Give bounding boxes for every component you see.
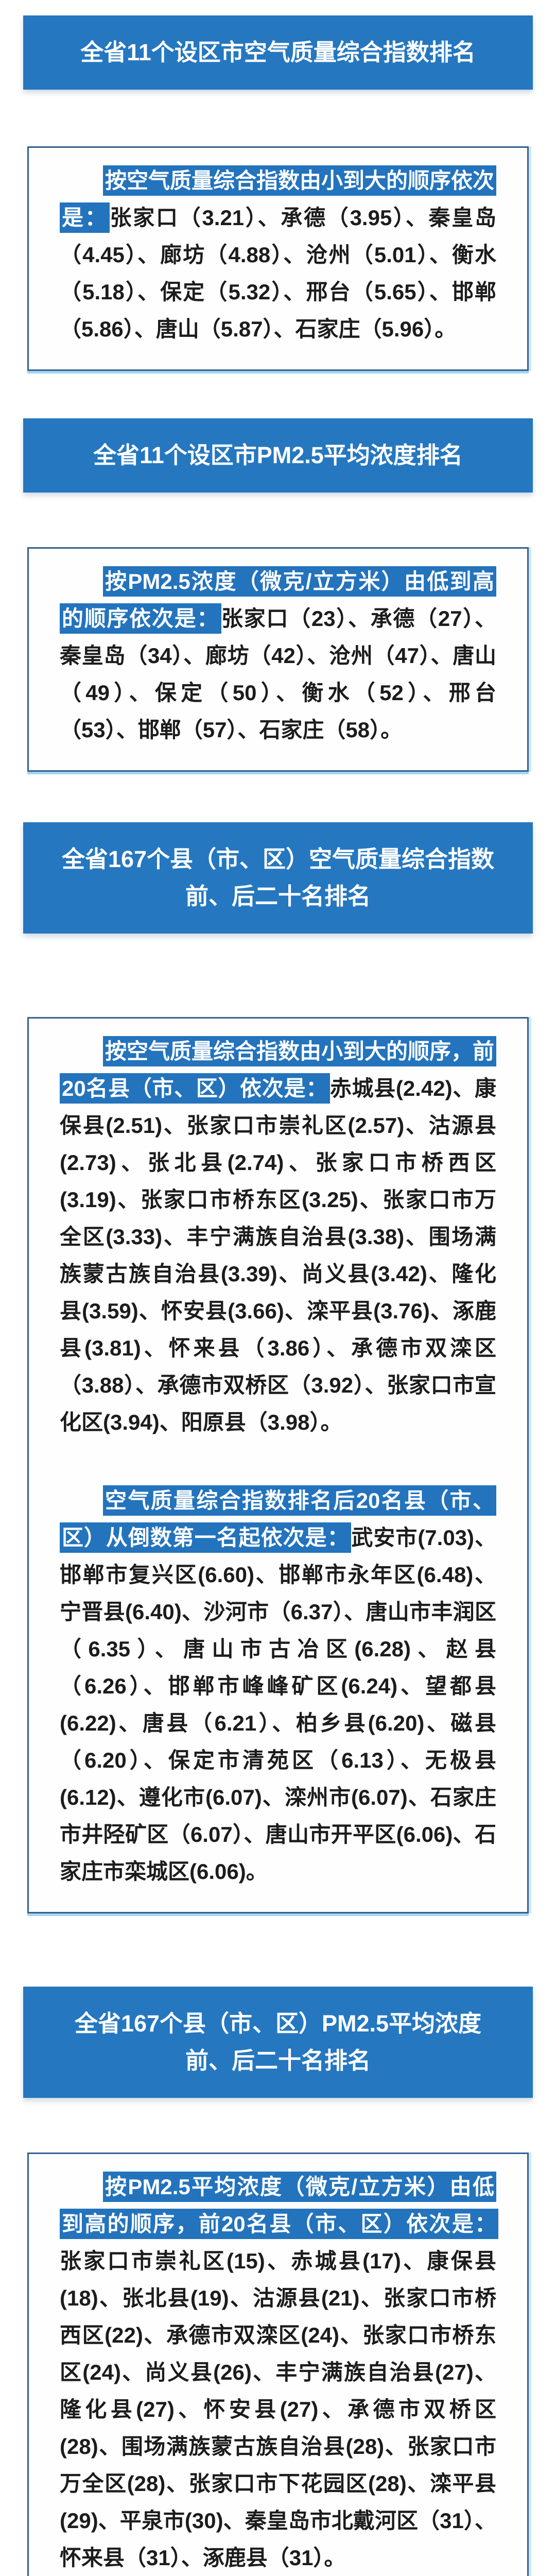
section-header-text: 全省11个设区市空气质量综合指数排名 — [80, 39, 476, 65]
section-city-aqi: 全省11个设区市空气质量综合指数排名 按空气质量综合指数由小到大的顺序依次是：张… — [23, 15, 533, 371]
section-box-county-pm25: 按PM2.5平均浓度（微克/立方米）由低到高的顺序，前20名县（市、区）依次是：… — [27, 2153, 529, 2576]
section-county-pm25: 全省167个县（市、区）PM2.5平均浓度前、后二十名排名 按PM2.5平均浓度… — [23, 1987, 533, 2576]
paragraph-county-aqi-bottom20: 空气质量综合指数排名后20名县（市、区）从倒数第一名起依次是：武安市(7.03)… — [60, 1482, 496, 1890]
paragraph-county-aqi-top20: 按空气质量综合指数由小到大的顺序，前20名县（市、区）依次是：赤城县(2.42)… — [60, 1033, 497, 1441]
section-header-city-aqi: 全省11个设区市空气质量综合指数排名 — [23, 15, 533, 90]
section-city-pm25: 全省11个设区市PM2.5平均浓度排名 按PM2.5浓度（微克/立方米）由低到高… — [23, 418, 533, 772]
paragraph-city-pm25: 按PM2.5浓度（微克/立方米）由低到高的顺序依次是：张家口（23）、承德（27… — [60, 563, 496, 749]
ranking-list-text: 张家口（23）、承德（27）、秦皇岛（34）、廊坊（42）、沧州（47）、唐山（… — [60, 606, 496, 742]
ranking-list-text: 赤城县(2.42)、康保县(2.51)、张家口市崇礼区(2.57)、沽源县(2.… — [60, 1076, 497, 1434]
ranking-list-text: 武安市(7.03)、邯郸市复兴区(6.60)、邯郸市永年区(6.48)、宁晋县(… — [60, 1526, 496, 1884]
section-header-county-pm25: 全省167个县（市、区）PM2.5平均浓度前、后二十名排名 — [23, 1987, 533, 2098]
section-box-city-aqi: 按空气质量综合指数由小到大的顺序依次是：张家口（3.21）、承德（3.95）、秦… — [27, 146, 529, 371]
section-box-county-aqi: 按空气质量综合指数由小到大的顺序，前20名县（市、区）依次是：赤城县(2.42)… — [27, 1017, 529, 1913]
section-header-city-pm25: 全省11个设区市PM2.5平均浓度排名 — [23, 418, 533, 493]
section-header-county-aqi: 全省167个县（市、区）空气质量综合指数前、后二十名排名 — [23, 822, 533, 934]
paragraph-county-pm25-top20: 按PM2.5平均浓度（微克/立方米）由低到高的顺序，前20名县（市、区）依次是：… — [60, 2168, 498, 2576]
section-county-aqi: 全省167个县（市、区）空气质量综合指数前、后二十名排名 按空气质量综合指数由小… — [23, 822, 533, 1913]
paragraph-city-aqi: 按空气质量综合指数由小到大的顺序依次是：张家口（3.21）、承德（3.95）、秦… — [60, 162, 497, 348]
section-header-text: 全省167个县（市、区）空气质量综合指数前、后二十名排名 — [61, 846, 495, 909]
highlight-lead-in: 按PM2.5平均浓度（微克/立方米）由低到高的顺序，前20名县（市、区）依次是： — [60, 2172, 498, 2239]
ranking-list-text: 张家口市崇礼区(15)、赤城县(17)、康保县(18)、张北县(19)、沽源县(… — [60, 2249, 496, 2570]
ranking-list-text: 张家口（3.21）、承德（3.95）、秦皇岛（4.45）、廊坊（4.88）、沧州… — [60, 206, 496, 341]
section-box-city-pm25: 按PM2.5浓度（微克/立方米）由低到高的顺序依次是：张家口（23）、承德（27… — [27, 547, 529, 772]
section-header-text: 全省11个设区市PM2.5平均浓度排名 — [93, 442, 463, 468]
section-header-text: 全省167个县（市、区）PM2.5平均浓度前、后二十名排名 — [74, 2010, 482, 2074]
